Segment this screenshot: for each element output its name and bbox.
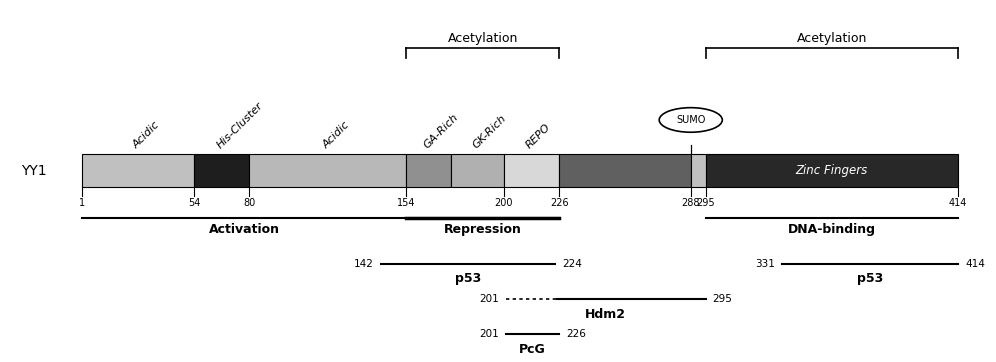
Text: YY1: YY1 bbox=[21, 164, 47, 177]
Text: 80: 80 bbox=[243, 198, 255, 208]
Text: DNA-binding: DNA-binding bbox=[788, 223, 875, 236]
Text: 201: 201 bbox=[479, 329, 499, 340]
Text: 200: 200 bbox=[495, 198, 513, 208]
Text: 201: 201 bbox=[479, 294, 499, 304]
Text: Repression: Repression bbox=[444, 223, 522, 236]
Text: Acetylation: Acetylation bbox=[447, 32, 518, 45]
Text: 295: 295 bbox=[696, 198, 715, 208]
Bar bbox=[194, 154, 249, 187]
Text: Zinc Fingers: Zinc Fingers bbox=[796, 164, 868, 177]
Text: SUMO: SUMO bbox=[676, 115, 705, 125]
Text: 295: 295 bbox=[712, 294, 732, 304]
Bar bbox=[691, 154, 705, 187]
Text: 1: 1 bbox=[79, 198, 85, 208]
Text: Acidic: Acidic bbox=[130, 120, 161, 151]
Text: REPO: REPO bbox=[525, 122, 553, 151]
Text: GK-Rich: GK-Rich bbox=[470, 113, 508, 151]
Text: Hdm2: Hdm2 bbox=[586, 308, 626, 320]
Bar bbox=[504, 154, 559, 187]
Bar bbox=[82, 154, 194, 187]
Text: Acidic: Acidic bbox=[321, 120, 352, 151]
Bar bbox=[451, 154, 504, 187]
Text: p53: p53 bbox=[857, 272, 883, 285]
Text: 226: 226 bbox=[566, 329, 586, 340]
Text: 331: 331 bbox=[755, 258, 775, 269]
Ellipse shape bbox=[659, 108, 722, 132]
Text: 414: 414 bbox=[949, 198, 967, 208]
Text: 154: 154 bbox=[397, 198, 415, 208]
Bar bbox=[406, 154, 451, 187]
Text: Acetylation: Acetylation bbox=[797, 32, 868, 45]
Text: 414: 414 bbox=[965, 258, 985, 269]
Bar bbox=[705, 154, 958, 187]
Bar bbox=[249, 154, 406, 187]
Text: PcG: PcG bbox=[519, 343, 546, 356]
Text: 288: 288 bbox=[681, 198, 700, 208]
Text: 142: 142 bbox=[354, 258, 374, 269]
Text: 224: 224 bbox=[562, 258, 582, 269]
Text: 54: 54 bbox=[188, 198, 200, 208]
Text: p53: p53 bbox=[455, 272, 481, 285]
Text: His-Cluster: His-Cluster bbox=[215, 101, 265, 151]
Text: GA-Rich: GA-Rich bbox=[421, 112, 460, 151]
Text: Activation: Activation bbox=[208, 223, 280, 236]
Bar bbox=[559, 154, 691, 187]
Text: 226: 226 bbox=[550, 198, 569, 208]
